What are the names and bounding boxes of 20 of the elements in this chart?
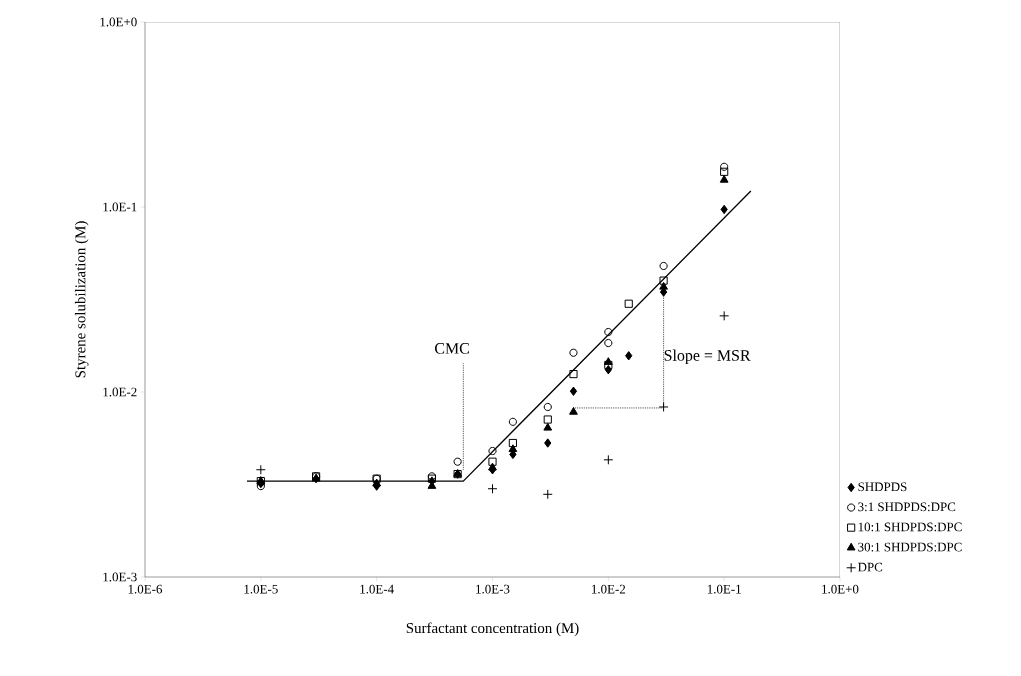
y-tick-label: 1.0E-1 xyxy=(103,202,137,212)
legend-label: 3:1 SHDPDS:DPC xyxy=(858,502,956,512)
legend-label: SHDPDS xyxy=(858,482,907,492)
x-tick-label: 1.0E-5 xyxy=(244,584,278,594)
y-tick-label: 1.0E-3 xyxy=(103,572,137,582)
legend-label: DPC xyxy=(858,562,883,572)
x-tick-label: 1.0E-3 xyxy=(476,584,510,594)
x-tick-label: 1.0E-2 xyxy=(592,584,626,594)
y-tick-label: 1.0E-2 xyxy=(103,387,137,397)
x-tick-label: 1.0E-6 xyxy=(128,584,163,594)
x-axis-title: Surfactant concentration (M) xyxy=(406,622,579,637)
y-tick-label: 1.0E+0 xyxy=(100,17,137,27)
x-tick-label: 1.0E-4 xyxy=(360,584,394,594)
legend-label: 10:1 SHDPDS:DPC xyxy=(858,522,962,532)
x-tick-label: 1.0E+0 xyxy=(822,584,859,594)
annotation: CMC xyxy=(435,343,469,354)
y-axis-title: Styrene solubilization (M) xyxy=(74,221,89,378)
x-tick-label: 1.0E-1 xyxy=(707,584,741,594)
annotation: Slope = MSR xyxy=(664,349,751,365)
legend-label: 30:1 SHDPDS:DPC xyxy=(858,542,962,552)
